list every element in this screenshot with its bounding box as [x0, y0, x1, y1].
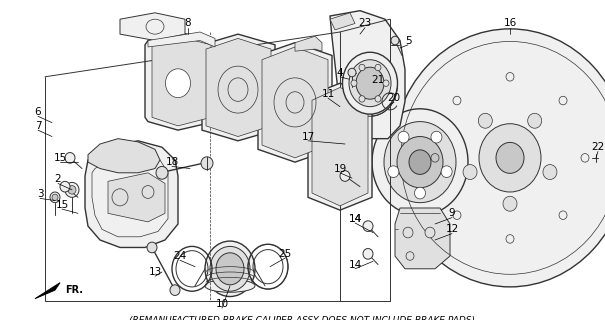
Ellipse shape [349, 60, 391, 107]
Circle shape [388, 166, 399, 178]
Text: 5: 5 [405, 36, 411, 45]
Polygon shape [295, 36, 322, 51]
Text: 12: 12 [445, 224, 459, 234]
Circle shape [543, 164, 557, 180]
Ellipse shape [479, 124, 541, 192]
Polygon shape [152, 36, 211, 126]
Circle shape [65, 153, 75, 163]
Text: (REMANUFACTURED BRAKE CALIPER ASSY DOES NOT INCLUDE BRAKE PADS): (REMANUFACTURED BRAKE CALIPER ASSY DOES … [129, 316, 475, 320]
Text: 14: 14 [348, 260, 362, 269]
Circle shape [359, 96, 365, 102]
Circle shape [363, 221, 373, 231]
Circle shape [383, 80, 389, 86]
Circle shape [351, 80, 357, 86]
Polygon shape [395, 208, 450, 269]
Text: 17: 17 [301, 132, 315, 141]
Circle shape [375, 64, 381, 71]
Ellipse shape [342, 52, 397, 114]
Ellipse shape [166, 69, 191, 98]
Text: 7: 7 [34, 121, 41, 131]
Polygon shape [308, 83, 372, 210]
Ellipse shape [409, 150, 431, 174]
Ellipse shape [496, 142, 524, 173]
Polygon shape [206, 38, 271, 137]
Circle shape [348, 68, 356, 77]
Polygon shape [330, 13, 355, 30]
Ellipse shape [384, 122, 456, 203]
Circle shape [406, 252, 414, 260]
Polygon shape [330, 11, 405, 139]
Ellipse shape [397, 137, 443, 188]
Circle shape [201, 157, 213, 170]
Text: 6: 6 [34, 107, 41, 117]
Text: 19: 19 [333, 164, 347, 173]
Circle shape [463, 164, 477, 180]
Text: 23: 23 [358, 19, 371, 28]
Text: 15: 15 [53, 153, 67, 163]
Text: 22: 22 [591, 142, 604, 152]
Text: 15: 15 [56, 200, 68, 210]
Ellipse shape [205, 241, 255, 297]
Text: FR.: FR. [65, 285, 83, 295]
Circle shape [425, 227, 435, 238]
Text: 14: 14 [348, 214, 362, 224]
Polygon shape [145, 32, 218, 130]
Text: 25: 25 [278, 249, 292, 259]
Circle shape [156, 166, 168, 179]
Text: 21: 21 [371, 75, 385, 85]
Text: 10: 10 [215, 299, 229, 309]
Text: 24: 24 [174, 251, 186, 261]
Text: 13: 13 [148, 267, 162, 277]
Text: 2: 2 [54, 174, 61, 184]
Polygon shape [202, 34, 275, 141]
Text: 14: 14 [348, 214, 362, 224]
Ellipse shape [205, 279, 255, 292]
Ellipse shape [216, 253, 244, 285]
Text: 16: 16 [503, 19, 517, 28]
Circle shape [170, 285, 180, 295]
Polygon shape [262, 47, 328, 158]
Ellipse shape [210, 246, 250, 291]
Circle shape [414, 187, 425, 199]
Circle shape [340, 171, 350, 181]
Circle shape [52, 194, 58, 201]
Ellipse shape [351, 64, 389, 107]
Circle shape [359, 64, 365, 71]
Circle shape [50, 192, 60, 203]
Text: 3: 3 [37, 189, 44, 199]
Circle shape [375, 96, 381, 102]
Circle shape [65, 182, 79, 197]
Circle shape [398, 131, 409, 143]
Text: 9: 9 [449, 208, 456, 218]
Polygon shape [108, 173, 165, 222]
Ellipse shape [342, 54, 397, 116]
Ellipse shape [372, 109, 468, 215]
Circle shape [60, 181, 70, 192]
Circle shape [431, 131, 442, 143]
Circle shape [479, 113, 492, 128]
Text: 4: 4 [337, 68, 343, 77]
Circle shape [363, 249, 373, 259]
Polygon shape [35, 283, 60, 299]
Text: 11: 11 [321, 89, 335, 99]
Polygon shape [85, 141, 178, 247]
Text: 8: 8 [185, 19, 191, 28]
Text: 18: 18 [165, 157, 178, 167]
Circle shape [403, 227, 413, 238]
Text: 20: 20 [387, 93, 401, 103]
Polygon shape [88, 139, 160, 173]
Circle shape [441, 166, 452, 178]
Polygon shape [120, 13, 185, 41]
Circle shape [528, 113, 541, 128]
Ellipse shape [392, 29, 605, 287]
Polygon shape [312, 87, 368, 206]
Circle shape [68, 186, 76, 194]
Ellipse shape [356, 67, 384, 99]
Circle shape [503, 196, 517, 211]
Circle shape [147, 242, 157, 253]
Circle shape [391, 36, 399, 45]
Polygon shape [258, 43, 332, 162]
Polygon shape [148, 32, 215, 47]
